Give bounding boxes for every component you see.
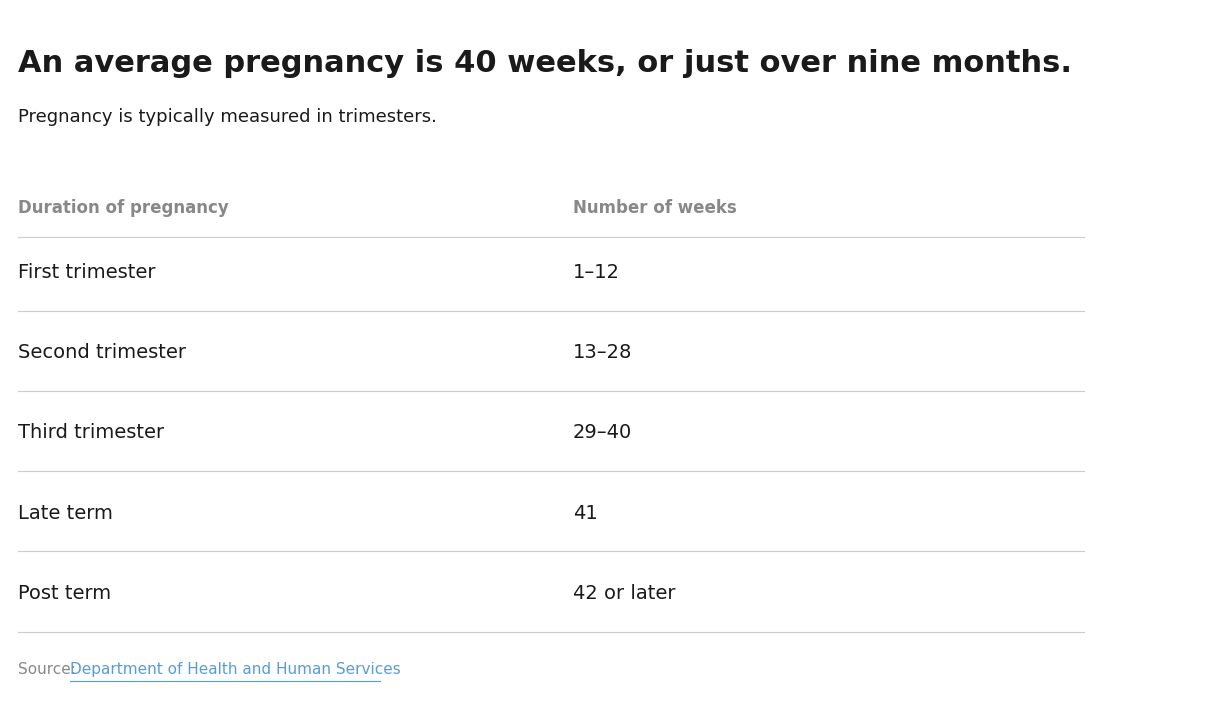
Text: Department of Health and Human Services: Department of Health and Human Services <box>70 662 401 677</box>
Text: First trimester: First trimester <box>18 263 155 282</box>
Text: Third trimester: Third trimester <box>18 424 163 442</box>
Text: 13–28: 13–28 <box>572 343 632 362</box>
Text: Source:: Source: <box>18 662 81 677</box>
Text: Second trimester: Second trimester <box>18 343 185 362</box>
Text: 1–12: 1–12 <box>572 263 620 282</box>
Text: Duration of pregnancy: Duration of pregnancy <box>18 199 228 217</box>
Text: Post term: Post term <box>18 584 111 603</box>
Text: An average pregnancy is 40 weeks, or just over nine months.: An average pregnancy is 40 weeks, or jus… <box>18 49 1072 78</box>
Text: Number of weeks: Number of weeks <box>572 199 737 217</box>
Text: 41: 41 <box>572 503 598 523</box>
Text: 42 or later: 42 or later <box>572 584 676 603</box>
Text: Late term: Late term <box>18 503 112 523</box>
Text: 29–40: 29–40 <box>572 424 632 442</box>
Text: Pregnancy is typically measured in trimesters.: Pregnancy is typically measured in trime… <box>18 108 437 126</box>
